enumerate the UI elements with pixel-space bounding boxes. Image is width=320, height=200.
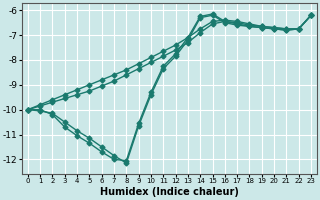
X-axis label: Humidex (Indice chaleur): Humidex (Indice chaleur) bbox=[100, 187, 239, 197]
